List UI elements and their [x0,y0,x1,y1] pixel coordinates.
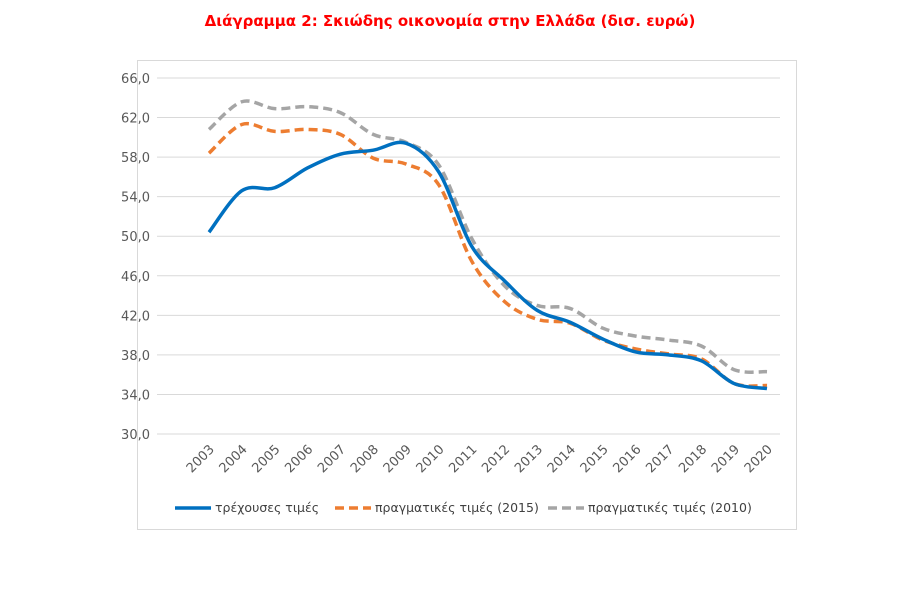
x-tick-label: 2019 [709,442,743,476]
chart-title: Διάγραμμα 2: Σκιώδης οικονομία στην Ελλά… [204,12,696,30]
series-line-1 [207,121,768,388]
y-tick-label: 50,0 [121,230,150,245]
x-tick-label: 2011 [446,442,480,476]
x-tick-label: 2009 [381,442,415,476]
x-tick-label: 2018 [676,442,710,476]
y-tick-label: 58,0 [121,151,150,166]
x-tick-label: 2008 [348,442,382,476]
x-tick-label: 2020 [742,442,776,476]
x-tick-label: 2007 [315,442,349,476]
x-tick-label: 2006 [282,442,316,476]
y-tick-label: 30,0 [121,428,150,443]
chart-frame [137,60,797,530]
y-tick-label: 62,0 [121,112,150,127]
x-tick-label: 2014 [545,442,579,476]
y-tick-label: 42,0 [121,309,150,324]
x-tick-label: 2010 [414,442,448,476]
x-tick-label: 2016 [611,442,645,476]
x-tick-label: 2003 [184,442,218,476]
x-tick-label: 2017 [643,442,677,476]
y-tick-label: 38,0 [121,349,150,364]
y-tick-label: 66,0 [121,72,150,87]
x-tick-label: 2004 [217,442,251,476]
legend-label: τρέχουσες τιμές [215,500,319,515]
y-tick-label: 46,0 [121,270,150,285]
legend-label: πραγματικές τιμές (2010) [588,500,752,515]
x-tick-label: 2015 [578,442,612,476]
x-tick-label: 2005 [249,442,283,476]
legend-label: πραγματικές τιμές (2015) [375,500,539,515]
x-tick-label: 2013 [512,442,546,476]
y-tick-label: 54,0 [121,191,150,206]
x-tick-label: 2012 [479,442,513,476]
series-line-0 [207,140,768,391]
y-tick-label: 34,0 [121,388,150,403]
